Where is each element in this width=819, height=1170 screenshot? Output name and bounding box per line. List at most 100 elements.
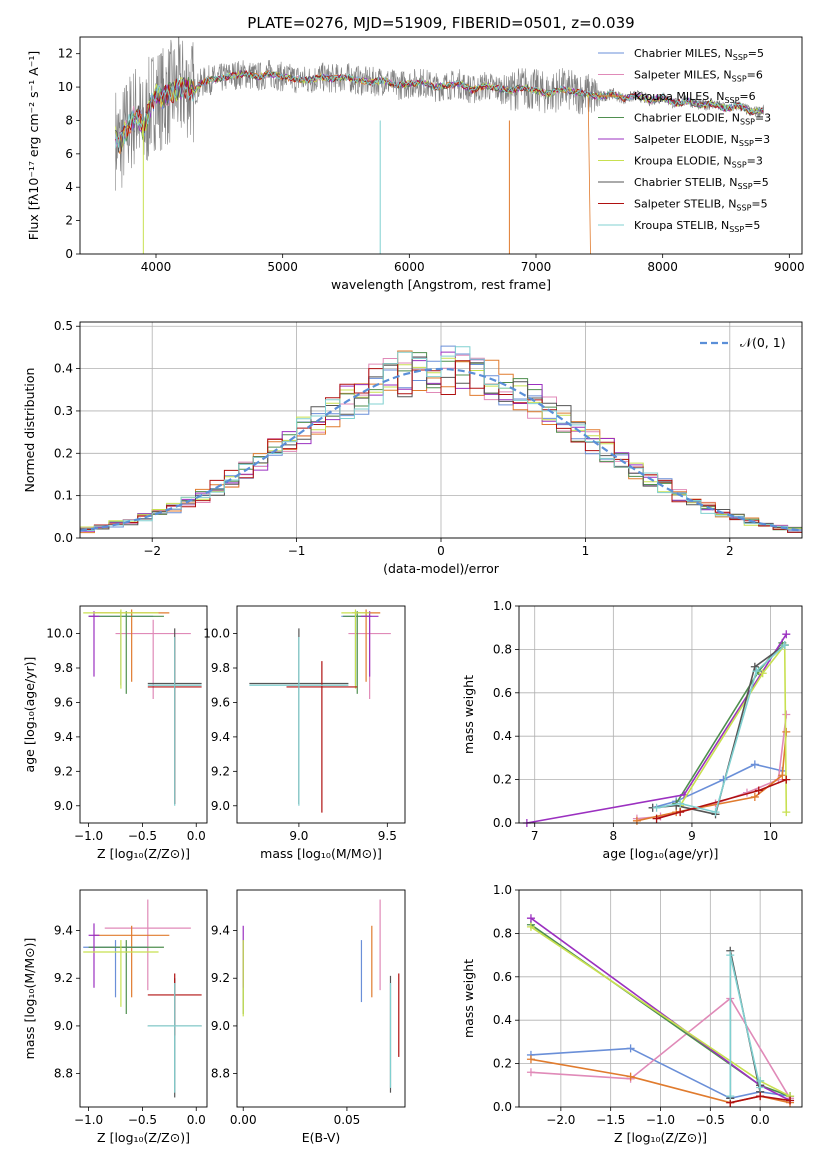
weight-point xyxy=(782,630,791,639)
panel-title: PLATE=0276, MJD=51909, FIBERID=0501, z=0… xyxy=(247,14,634,32)
y-tick-label: 0.8 xyxy=(493,926,512,940)
x-axis-label: Z [log₁₀(Z/Z⊙)] xyxy=(614,1130,707,1145)
y-tick-label: 0.2 xyxy=(493,1057,512,1071)
legend-name: Salpeter STELIB, N xyxy=(634,198,736,211)
x-tick-label: 9.0 xyxy=(289,829,308,843)
x-tick-label: 7 xyxy=(531,829,539,843)
y-axis-label: age [log₁₀(age/yr)] xyxy=(22,657,37,773)
legend-entry: Salpeter MILES, NSSP=6 xyxy=(634,69,763,84)
weight-point xyxy=(756,1092,765,1101)
error-bars xyxy=(242,899,400,1093)
x-tick-label: 10 xyxy=(763,829,778,843)
y-tick-label: 9.6 xyxy=(54,695,73,709)
axes-frame xyxy=(79,36,803,255)
axes-frame xyxy=(79,605,208,824)
legend-tail: =3 xyxy=(755,112,771,125)
y-tick-label: 9.4 xyxy=(211,924,230,938)
legend-sub: SSP xyxy=(724,96,739,105)
y-tick-label: 9.8 xyxy=(211,661,230,675)
legend-sub: SSP xyxy=(732,75,747,84)
legend-tail: =3 xyxy=(754,133,770,146)
y-tick-label: 0.0 xyxy=(54,531,73,545)
y-tick-label: 8 xyxy=(65,113,73,127)
x-tick-label: 7000 xyxy=(521,260,552,274)
weight-lines xyxy=(522,630,791,827)
x-axis-label: Z [log₁₀(Z/Z⊙)] xyxy=(97,846,190,861)
x-tick-label: −0.5 xyxy=(696,1113,725,1127)
legend-sub: SSP xyxy=(738,182,753,191)
y-tick-label: 9.8 xyxy=(54,661,73,675)
y-tick-label: 2 xyxy=(65,214,73,228)
weight-point xyxy=(780,641,789,650)
x-axis-label: mass [log₁₀(M/M⊙)] xyxy=(260,846,382,861)
x-tick-label: −1.0 xyxy=(74,829,103,843)
weight-series xyxy=(679,642,788,813)
x-tick-label: 8000 xyxy=(647,260,678,274)
weight-point xyxy=(726,951,735,960)
weight-point xyxy=(758,669,767,678)
y-tick-label: 0.0 xyxy=(493,816,512,830)
residual-histogram-panel: −2 −1 0 1 2 0.0 0.1 0.2 0.3 0.4 0.5 (data-model)/er… xyxy=(22,319,803,576)
x-tick-label: −0.5 xyxy=(128,1113,157,1127)
y-tick-label: 9.4 xyxy=(211,730,230,744)
axes-frame xyxy=(518,605,803,824)
legend-entry: Kroupa ELODIE, NSSP=3 xyxy=(634,155,763,170)
x-tick-label: 1 xyxy=(582,544,590,558)
weight-point xyxy=(750,662,759,671)
weight-point xyxy=(778,771,787,780)
legend-entry: 𝒩(0, 1) xyxy=(740,335,786,350)
legend-entry: Salpeter STELIB, NSSP=5 xyxy=(634,198,768,213)
y-tick-label: 9.2 xyxy=(211,971,230,985)
axes-frame xyxy=(79,321,803,539)
legend-name: Salpeter MILES, N xyxy=(634,69,732,82)
y-tick-label: 9.0 xyxy=(211,1019,230,1033)
x-axis-label: Z [log₁₀(Z/Z⊙)] xyxy=(97,1130,190,1145)
y-tick-label: 0.0 xyxy=(493,1100,512,1114)
x-tick-label: 9000 xyxy=(774,260,805,274)
legend-sub: SSP xyxy=(733,53,748,62)
y-tick-label: 0.2 xyxy=(54,446,73,460)
legend-entry: Chabrier ELODIE, NSSP=3 xyxy=(634,112,771,127)
legend-tail: =5 xyxy=(748,47,764,60)
legend-entry: Kroupa MILES, NSSP=6 xyxy=(634,90,756,105)
y-tick-label: 9.4 xyxy=(54,924,73,938)
axes-frame xyxy=(518,889,803,1108)
legend-tail: =6 xyxy=(739,90,755,103)
y-axis-label: Normed distribution xyxy=(22,368,37,493)
x-axis-label: (data-model)/error xyxy=(383,561,500,576)
y-tick-label: 0.1 xyxy=(54,489,73,503)
y-tick-label: 9.2 xyxy=(54,971,73,985)
legend-sub: SSP xyxy=(740,118,755,127)
y-tick-label: 9.0 xyxy=(54,799,73,813)
x-tick-label: 4000 xyxy=(141,260,172,274)
legend-name: Chabrier STELIB, N xyxy=(634,176,738,189)
weight-series xyxy=(656,778,787,820)
legend-name: Kroupa ELODIE, N xyxy=(634,155,732,168)
x-tick-label: −2 xyxy=(143,544,161,558)
weight-point xyxy=(754,786,763,795)
weight-point xyxy=(750,792,759,801)
legend-name: Kroupa MILES, N xyxy=(634,90,724,103)
y-tick-label: 1.0 xyxy=(493,599,512,613)
y-tick-label: 0.6 xyxy=(493,686,512,700)
x-tick-label: 0.0 xyxy=(187,1113,206,1127)
mass-weight-vs-metallicity-panel: −2.0 −1.5 −1.0 −0.5 0.0 0.0 0.2 0.4 0.6 0.8 1.0 Z [… xyxy=(461,883,803,1145)
weight-point xyxy=(526,1068,535,1077)
y-tick-label: 0.4 xyxy=(493,729,512,743)
weight-point xyxy=(632,816,641,825)
weight-lines xyxy=(526,914,795,1107)
weight-series xyxy=(530,997,791,1099)
weight-point xyxy=(711,808,720,817)
axes-frame xyxy=(236,605,406,824)
weight-point xyxy=(526,1055,535,1064)
y-tick-label: 0.8 xyxy=(493,642,512,656)
y-tick-label: 8.8 xyxy=(211,1067,230,1081)
weight-point xyxy=(752,667,761,676)
weight-point xyxy=(652,814,661,823)
x-tick-label: 8 xyxy=(610,829,618,843)
age-vs-mass-panel: 9.0 9.5 9.0 9.2 9.4 9.6 9.8 10.0 mass [log₁₀(M/M… xyxy=(203,605,406,861)
legend-name: Chabrier MILES, N xyxy=(634,47,733,60)
normal-curve xyxy=(79,367,803,532)
x-tick-label: −0.5 xyxy=(128,829,157,843)
